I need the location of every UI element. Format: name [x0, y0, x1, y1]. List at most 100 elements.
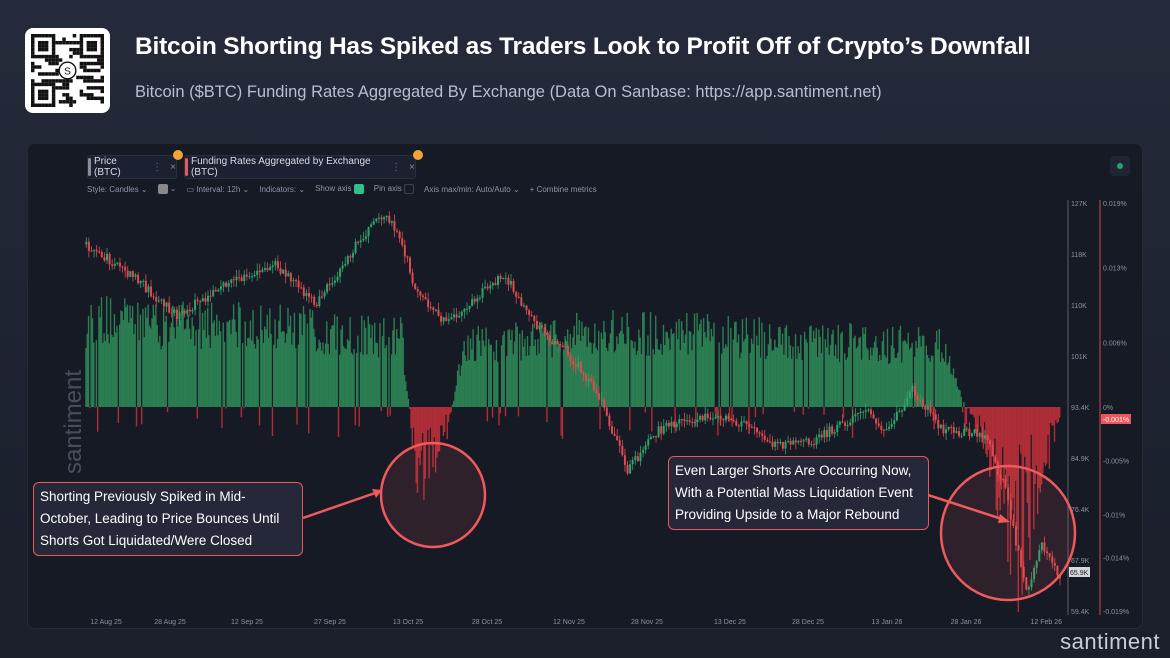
qr-module — [48, 61, 52, 66]
qr-module — [72, 51, 77, 55]
qr-module — [100, 54, 104, 59]
qr-module — [41, 44, 45, 48]
qr-module — [37, 54, 42, 59]
tab-funding-rates[interactable]: Funding Rates Aggregated by Exchange (BT… — [184, 150, 423, 179]
qr-module — [90, 75, 94, 80]
qr-module — [55, 61, 59, 66]
qr-module — [31, 96, 35, 101]
qr-module — [90, 86, 94, 90]
qr-module — [55, 86, 59, 90]
qr-module — [58, 100, 63, 104]
qr-module — [100, 40, 104, 45]
qr-module — [86, 68, 91, 73]
qr-module — [51, 72, 56, 76]
qr-module — [93, 61, 98, 66]
qr-module — [31, 68, 35, 73]
qr-module — [76, 51, 80, 55]
qr-module — [79, 75, 84, 80]
qr-module — [37, 93, 42, 97]
qr-module — [37, 89, 42, 94]
color-select[interactable]: ⌄ — [157, 184, 176, 194]
qr-module — [58, 58, 63, 62]
qr-module — [69, 103, 73, 107]
qr-module — [90, 79, 94, 83]
calendar-icon: ▭ — [186, 184, 195, 194]
qr-module — [55, 58, 59, 62]
qr-module — [44, 47, 49, 52]
qr-module — [69, 79, 73, 83]
lock-badge-icon — [173, 150, 183, 160]
watermark-side: santiment — [60, 369, 87, 474]
qr-module — [72, 40, 77, 45]
qr-module — [69, 47, 73, 52]
axis-range-select[interactable]: Axis max/min: Auto/Auto ⌄ — [424, 184, 520, 194]
close-icon[interactable]: × — [409, 161, 415, 173]
qr-logo — [58, 61, 77, 80]
santiment-logo: santiment — [1060, 629, 1160, 654]
qr-module — [37, 47, 42, 52]
qr-module — [62, 37, 66, 41]
qr-module — [100, 86, 104, 90]
settings-button[interactable] — [1110, 156, 1130, 176]
qr-module — [48, 34, 52, 38]
qr-module — [44, 79, 49, 83]
qr-module — [93, 68, 98, 73]
qr-module — [51, 37, 56, 41]
close-icon[interactable]: × — [170, 161, 176, 173]
qr-module — [90, 54, 94, 59]
qr-module — [90, 40, 94, 45]
style-select[interactable]: Style: Candles ⌄ — [87, 184, 148, 194]
qr-module — [100, 96, 104, 101]
qr-module — [65, 40, 70, 45]
qr-module — [86, 61, 91, 66]
interval-select[interactable]: ▭ Interval: 12h ⌄ — [186, 184, 250, 194]
qr-module — [100, 75, 104, 80]
qr-module — [41, 103, 45, 107]
qr-module — [97, 61, 101, 66]
qr-module — [51, 44, 56, 48]
qr-module — [62, 86, 66, 90]
qr-module — [51, 100, 56, 104]
qr-module — [100, 47, 104, 52]
qr-module — [34, 103, 38, 107]
pin-axis-toggle[interactable]: Pin axis — [374, 184, 415, 194]
qr-code-graphic: S — [31, 34, 104, 107]
more-icon[interactable]: ⋮ — [391, 161, 402, 173]
tab-color-marker — [185, 158, 188, 176]
qr-module — [65, 96, 70, 101]
qr-module — [83, 93, 87, 97]
qr-module — [44, 93, 49, 97]
qr-module — [79, 61, 84, 66]
qr-module — [72, 100, 77, 104]
qr-module — [90, 34, 94, 38]
qr-module — [90, 96, 94, 101]
qr-module — [31, 34, 35, 38]
qr-module — [69, 100, 73, 104]
qr-module — [31, 37, 35, 41]
qr-module — [44, 58, 49, 62]
qr-module — [79, 54, 84, 59]
qr-module — [93, 34, 98, 38]
show-axis-toggle[interactable]: Show axis — [315, 184, 364, 194]
qr-module — [41, 40, 45, 45]
qr-module — [31, 47, 35, 52]
qr-module — [51, 34, 56, 38]
combine-metrics-button[interactable]: + Combine metrics — [529, 184, 597, 194]
qr-module — [55, 79, 59, 83]
annotation-current-shorts: Even Larger Shorts Are Occurring Now, Wi… — [668, 456, 929, 530]
qr-module — [34, 82, 38, 87]
qr-module — [51, 58, 56, 62]
tab-label: Funding Rates Aggregated by Exchange (BT… — [191, 156, 371, 178]
qr-module — [34, 34, 38, 38]
page-subtitle: Bitcoin ($BTC) Funding Rates Aggregated … — [135, 83, 882, 101]
tab-price[interactable]: Price (BTC) ⋮ × — [87, 150, 183, 179]
qr-module — [65, 82, 70, 87]
qr-module — [41, 93, 45, 97]
indicators-select[interactable]: Indicators: ⌄ — [259, 184, 306, 194]
more-icon[interactable]: ⋮ — [152, 161, 163, 173]
qr-module — [41, 72, 45, 76]
qr-module — [44, 44, 49, 48]
qr-module — [65, 86, 70, 90]
qr-module — [37, 82, 42, 87]
qr-module — [31, 51, 35, 55]
